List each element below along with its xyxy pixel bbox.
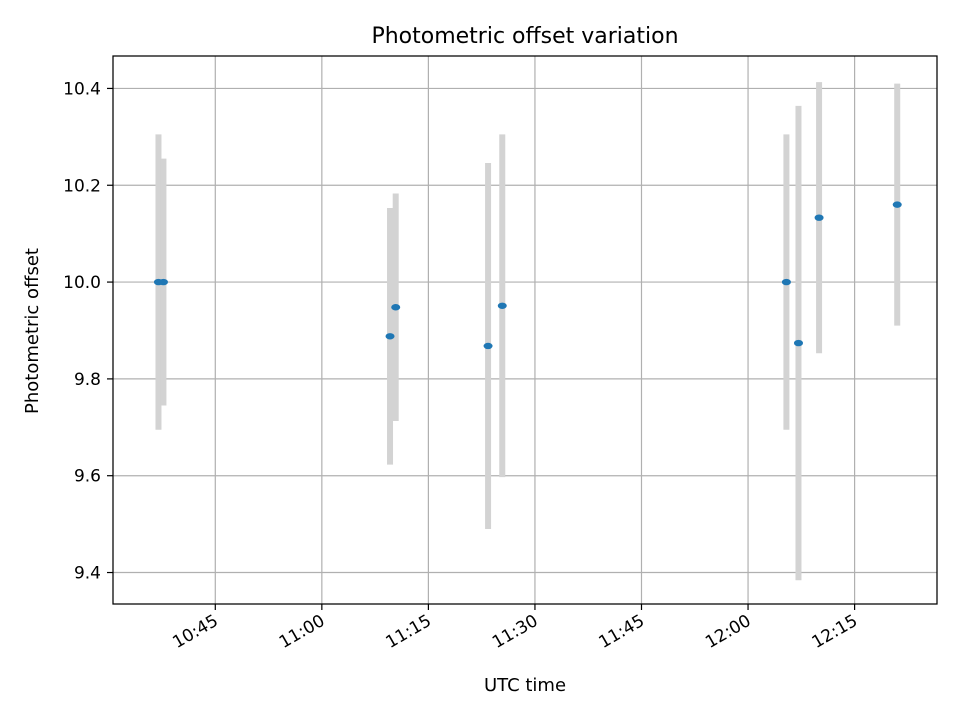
x-tick-label: 12:00 [702, 611, 754, 653]
x-tick-label: 11:30 [489, 611, 541, 653]
data-point [814, 214, 824, 221]
data-point [781, 278, 791, 286]
x-tick-label: 11:00 [276, 611, 328, 653]
data-point [158, 278, 168, 286]
data-point [892, 201, 902, 208]
y-tick-label: 9.6 [74, 467, 101, 487]
data-point [793, 339, 803, 347]
y-axis-ticks: 9.4 9.6 9.8 10.0 10.2 10.4 [63, 79, 113, 584]
data-point [483, 342, 493, 350]
x-tick-label: 10:45 [169, 611, 221, 653]
y-tick-label: 10.2 [63, 176, 101, 196]
x-tick-label: 11:15 [382, 611, 434, 653]
data-points [153, 201, 902, 350]
chart-title: Photometric offset variation [371, 24, 678, 49]
x-tick-label: 12:15 [809, 611, 861, 653]
data-point [391, 304, 401, 311]
y-tick-label: 9.8 [74, 370, 101, 390]
x-axis-label: UTC time [484, 675, 566, 696]
data-point [497, 302, 507, 309]
y-tick-label: 10.0 [63, 273, 101, 293]
y-tick-label: 10.4 [63, 79, 101, 99]
error-bars [155, 82, 901, 581]
plot-frame [112, 55, 938, 605]
grid [113, 56, 937, 604]
y-tick-label: 9.4 [74, 564, 101, 584]
data-point [385, 333, 395, 340]
y-axis-label: Photometric offset [22, 248, 43, 414]
x-axis-ticks: 10:45 11:00 11:15 11:30 11:45 12:00 12:15 [169, 604, 861, 653]
x-tick-label: 11:45 [596, 611, 648, 653]
